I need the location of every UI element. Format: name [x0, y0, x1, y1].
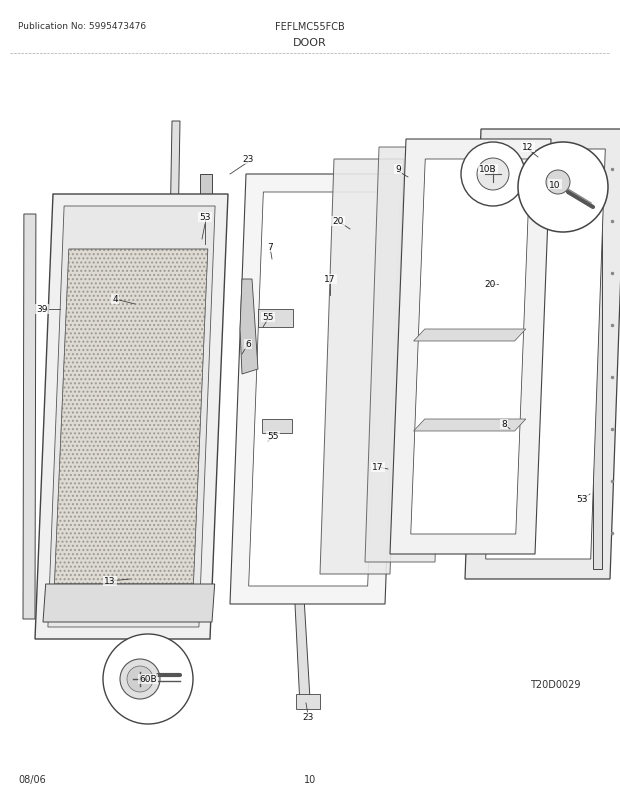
Text: T20D0029: T20D0029	[530, 679, 580, 689]
Circle shape	[120, 659, 160, 699]
Circle shape	[461, 143, 525, 207]
Polygon shape	[200, 175, 212, 290]
Text: 17: 17	[324, 275, 336, 284]
Text: 8: 8	[501, 420, 507, 429]
Polygon shape	[465, 130, 620, 579]
Text: 9: 9	[395, 165, 401, 174]
Polygon shape	[485, 150, 605, 559]
Polygon shape	[593, 210, 602, 569]
Polygon shape	[35, 195, 228, 639]
FancyBboxPatch shape	[258, 310, 293, 327]
Polygon shape	[200, 240, 220, 260]
Polygon shape	[295, 597, 310, 706]
FancyBboxPatch shape	[262, 419, 292, 433]
Polygon shape	[230, 175, 401, 604]
Text: 23: 23	[303, 713, 314, 722]
Text: 17: 17	[372, 463, 384, 472]
Circle shape	[518, 143, 608, 233]
Text: 10: 10	[549, 180, 560, 189]
Text: DOOR: DOOR	[293, 38, 327, 48]
Polygon shape	[390, 140, 551, 554]
Text: 55: 55	[267, 432, 279, 441]
Text: 4: 4	[112, 295, 118, 304]
Polygon shape	[240, 280, 258, 375]
Circle shape	[127, 666, 153, 692]
Polygon shape	[170, 122, 180, 235]
Text: 60B: 60B	[139, 674, 157, 683]
Text: 53: 53	[199, 213, 211, 222]
Polygon shape	[296, 695, 320, 709]
Text: FEFLMC55FCB: FEFLMC55FCB	[275, 22, 345, 32]
Polygon shape	[23, 215, 36, 619]
Text: 10: 10	[304, 774, 316, 784]
Polygon shape	[249, 192, 383, 586]
Text: 20: 20	[484, 280, 495, 290]
Polygon shape	[411, 160, 530, 534]
Circle shape	[103, 634, 193, 724]
Text: 12: 12	[522, 144, 534, 152]
Text: 23: 23	[242, 156, 254, 164]
Circle shape	[546, 171, 570, 195]
Polygon shape	[48, 207, 215, 627]
Text: 08/06: 08/06	[18, 774, 46, 784]
Polygon shape	[365, 148, 449, 562]
Polygon shape	[320, 160, 404, 574]
Text: Publication No: 5995473476: Publication No: 5995473476	[18, 22, 146, 31]
Text: 20: 20	[332, 217, 343, 226]
Polygon shape	[414, 330, 526, 342]
Text: 10B: 10B	[479, 165, 497, 174]
Text: 55: 55	[262, 313, 274, 322]
Text: 6: 6	[245, 340, 251, 349]
Polygon shape	[414, 419, 526, 431]
Text: 13: 13	[104, 577, 116, 585]
Polygon shape	[43, 585, 215, 622]
Polygon shape	[55, 249, 208, 585]
Text: 39: 39	[36, 305, 48, 314]
Text: 7: 7	[267, 243, 273, 252]
Circle shape	[477, 159, 509, 191]
Text: 53: 53	[576, 495, 588, 504]
